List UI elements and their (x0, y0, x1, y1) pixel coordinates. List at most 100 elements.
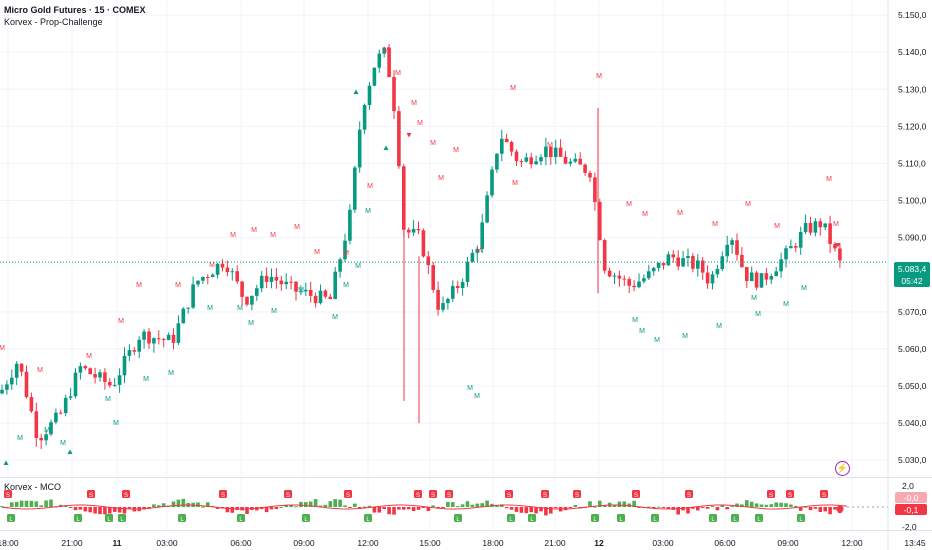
mco-bar (764, 504, 769, 507)
mco-bar (152, 504, 156, 507)
sub-axis-label: -2,0 (902, 522, 917, 532)
mco-bar (279, 506, 284, 508)
mco-bar (367, 505, 372, 507)
candle-body (382, 47, 386, 54)
mco-bar (544, 507, 548, 516)
sell-signal-marker: M (230, 232, 236, 239)
short-badge (284, 490, 292, 498)
candle-body (661, 262, 666, 266)
x-tick-label: 03:00 (652, 538, 674, 548)
candle-body (696, 260, 700, 269)
mco-bar (357, 507, 362, 509)
candle-body (5, 384, 9, 390)
mco-bar (651, 507, 656, 509)
candle-body (451, 285, 455, 299)
mco-bar (73, 507, 78, 511)
candle-body (235, 271, 239, 282)
candle-body (720, 256, 725, 269)
short-badge (820, 490, 828, 498)
candle-body (289, 281, 293, 283)
mco-bar (720, 505, 725, 507)
mco-bar (460, 504, 465, 507)
mco-bar (44, 500, 48, 507)
mco-bar (745, 500, 749, 507)
candle-body (578, 158, 582, 165)
candle-body (421, 230, 426, 257)
buy-triangle (3, 460, 9, 465)
mco-bar (255, 507, 259, 511)
mco-bar (235, 507, 239, 510)
candle-body (671, 254, 676, 258)
x-tick-label: 09:00 (777, 538, 799, 548)
candle-body (504, 138, 509, 143)
short-badge (505, 490, 513, 498)
candle-body (255, 288, 259, 296)
x-tick-label: 21:00 (544, 538, 566, 548)
candle-body (602, 239, 607, 271)
long-badge-label: L (76, 517, 80, 523)
mco-bar (308, 501, 313, 507)
mco-bar (509, 507, 514, 510)
short-badge-label: S (575, 493, 579, 499)
candle-body (470, 252, 475, 262)
sub-axis-label: 2,0 (902, 481, 914, 491)
candle-body (632, 285, 636, 288)
mco-bar (730, 506, 734, 508)
buy-signal-marker: M (44, 427, 50, 434)
candle-body (612, 275, 617, 277)
sell-signal-marker: M (510, 85, 516, 92)
candle-body (568, 161, 573, 164)
lightning-icon[interactable]: ⚡ (835, 461, 850, 476)
long-badge (755, 514, 763, 522)
mco-bar (696, 507, 700, 511)
candle-body (593, 177, 597, 202)
mco-bar (803, 506, 808, 508)
indicator-label-sub[interactable]: Korvex - MCO (4, 482, 62, 492)
short-badge-label: S (634, 493, 638, 499)
mco-bar (784, 503, 788, 507)
buy-signal-marker: M (237, 305, 243, 312)
buy-signal-marker: M (716, 323, 722, 330)
candle-body (137, 339, 141, 352)
mco-bar (451, 502, 455, 507)
candle-body (637, 281, 641, 288)
y-tick-label: 5.140,0 (898, 47, 927, 57)
mco-bar (588, 501, 592, 507)
mco-bar (313, 499, 318, 507)
mco-bar (593, 506, 597, 508)
indicator-label-main[interactable]: Korvex - Prop-Challenge (4, 17, 103, 27)
y-tick-label: 5.070,0 (898, 307, 927, 317)
mco-bar (127, 507, 132, 509)
mco-bar (700, 507, 705, 508)
mco-tag-bottom: -0,1 (904, 505, 919, 515)
candle-body (161, 339, 166, 341)
short-badge (541, 490, 549, 498)
buy-signal-marker: M (60, 440, 66, 447)
candle-body (78, 366, 83, 373)
sell-signal-marker: M (270, 232, 276, 239)
candle-body (617, 275, 622, 279)
mco-bar (323, 504, 328, 507)
long-badge-label: L (733, 517, 737, 523)
candle-body (142, 331, 146, 340)
long-badge-label: L (530, 517, 534, 523)
mco-bar (98, 507, 102, 515)
candle-body (710, 274, 715, 284)
candle-body (147, 331, 151, 344)
candle-body (730, 240, 734, 245)
buy-signal-marker: M (207, 305, 213, 312)
candle-body (181, 308, 186, 324)
candle-body (813, 221, 818, 233)
long-badge-label: L (711, 517, 715, 523)
short-badge (632, 490, 640, 498)
last-price: 5.083,4 (897, 264, 927, 274)
candle-body (769, 276, 774, 280)
candle-body (500, 138, 504, 154)
buy-signal-marker: M (639, 328, 645, 335)
candle-body (402, 166, 406, 230)
buy-triangle (353, 89, 359, 94)
x-tick-label: 06:00 (714, 538, 736, 548)
candle-body (446, 298, 450, 304)
mco-bar (225, 507, 230, 513)
